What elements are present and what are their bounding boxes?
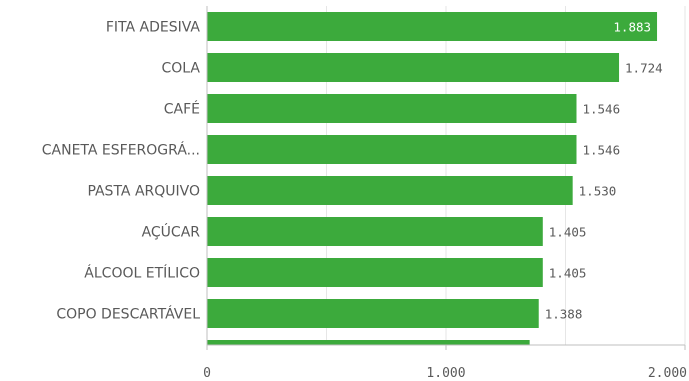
data-label: 1.546 [582,102,620,117]
data-label: 1.405 [549,225,587,240]
bar [207,340,530,345]
x-tick-label: 1.000 [426,366,465,381]
category-label: AÇÚCAR [142,223,201,241]
bar [207,299,539,328]
category-label: CAFÉ [164,101,200,118]
data-label: 1.546 [582,143,620,158]
category-labels: FITA ADESIVA COLA CAFÉ CANETA ESFEROGRÁ... P… [42,20,201,323]
x-tick-label: 2.000 [648,366,687,381]
x-tick-label: 0 [203,366,211,381]
bars [207,12,658,345]
category-label: COPO DESCARTÁVEL [56,306,200,323]
x-axis: 0 1.000 2.000 [203,6,687,381]
category-label: ÁLCOOL ETÍLICO [84,265,200,282]
category-label: COLA [162,61,201,77]
data-label: 1.405 [549,266,587,281]
bar [207,176,573,205]
bar [207,94,577,123]
value-labels: 1.883 1.724 1.546 1.546 1.530 1.405 1.405 1.388 [545,20,663,322]
category-label: CANETA ESFEROGRÁ... [42,142,200,159]
bar [207,217,543,246]
bar [207,258,543,287]
data-label: 1.388 [545,307,583,322]
data-label: 1.883 [613,20,651,35]
data-label: 1.724 [625,61,663,76]
bar [207,12,658,41]
bar [207,53,620,82]
data-label: 1.530 [579,184,617,199]
category-label: PASTA ARQUIVO [87,184,200,200]
category-label: FITA ADESIVA [106,20,201,36]
bar [207,135,577,164]
